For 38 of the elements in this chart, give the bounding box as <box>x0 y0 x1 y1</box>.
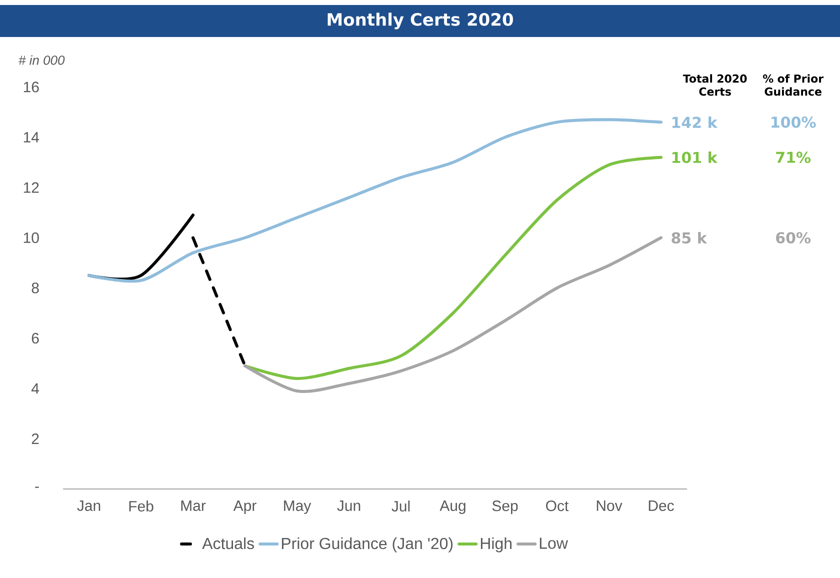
y-tick-label: - <box>35 486 39 488</box>
chart-title: Monthly Certs 2020 <box>328 12 513 30</box>
x-tick-label: Oct <box>546 500 569 512</box>
x-tick-label: Dec <box>648 500 674 511</box>
text: 71% <box>776 152 811 164</box>
y-tick-label: 14 <box>24 132 40 142</box>
x-tick-label: Feb <box>129 500 154 512</box>
y-axis-title: # in 000 <box>18 55 65 65</box>
annotation: 101 k <box>672 152 718 164</box>
text: 60% <box>776 232 811 244</box>
annotation: 85 k <box>672 232 708 244</box>
x-tick-label: May <box>284 500 312 514</box>
legend-label: High <box>480 537 512 552</box>
x-tick-label: Jan <box>77 500 100 511</box>
y-tick-label: 4 <box>31 383 40 394</box>
y-tick-label: 8 <box>32 282 39 294</box>
x-tick-label: Sep <box>492 500 518 514</box>
line-series <box>244 156 663 380</box>
x-tick-label: Apr <box>233 500 256 514</box>
annotation: 142 k <box>672 116 718 128</box>
x-tick-label: Mar <box>181 500 206 511</box>
x-tick-label: Jun <box>337 500 360 511</box>
line-series <box>88 118 663 283</box>
annotation: Total 2020 Certs <box>682 74 747 96</box>
y-tick-label: 10 <box>24 232 39 244</box>
y-tick-label: 12 <box>24 182 39 193</box>
y-tick-label: 2 <box>32 434 39 444</box>
y-tick-label: 16 <box>24 82 39 92</box>
text: % of Prior Guidance <box>762 74 824 96</box>
legend-label: Actuals <box>202 537 254 550</box>
line-series <box>244 236 663 393</box>
y-tick-label: 6 <box>32 332 39 344</box>
x-tick-label: Nov <box>596 500 622 511</box>
x-tick-label: Aug <box>440 500 466 514</box>
legend-label: Low <box>540 538 568 549</box>
x-tick-label: Jul <box>392 500 410 512</box>
legend-label: Prior Guidance (Jan '20) <box>282 537 453 552</box>
text: 100% <box>772 116 816 128</box>
